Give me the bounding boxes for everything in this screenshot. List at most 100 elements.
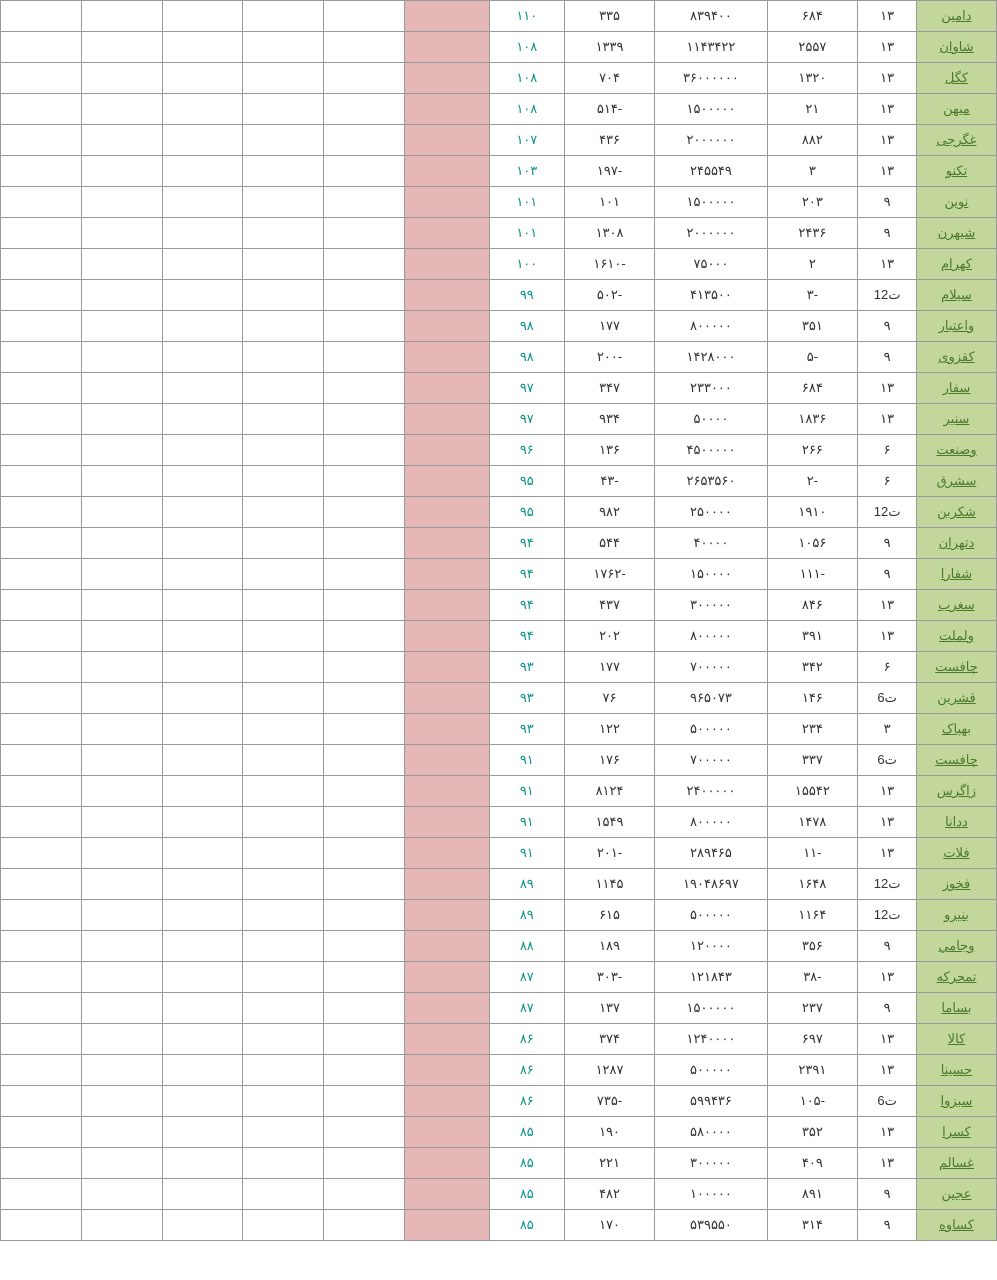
stock-link[interactable]: شیهرن (938, 225, 976, 240)
table-row: بساما۹۲۳۷۱۵۰۰۰۰۰۱۳۷۸۷ (1, 993, 997, 1024)
stock-link[interactable]: کگل (945, 70, 968, 85)
stock-link[interactable]: کساوه (939, 1217, 974, 1232)
stock-link[interactable]: غگرجی (936, 132, 976, 147)
stock-link[interactable]: سبزوا (941, 1093, 973, 1108)
stock-link[interactable]: چافست (935, 659, 978, 674)
stock-link[interactable]: فلات (943, 845, 969, 860)
empty-cell (323, 187, 404, 218)
stock-name-cell: شکربن (916, 497, 996, 528)
pink-cell (404, 962, 489, 993)
stock-link[interactable]: وصنعت (936, 442, 976, 457)
stock-link[interactable]: شاوان (939, 39, 973, 54)
empty-cell (81, 1117, 162, 1148)
empty-cell (323, 249, 404, 280)
pink-cell (404, 1, 489, 32)
empty-cell (323, 683, 404, 714)
empty-cell (243, 1179, 324, 1210)
empty-cell (323, 776, 404, 807)
stock-link[interactable]: سنیر (944, 411, 970, 426)
score-cell: ۱۰۰ (489, 249, 564, 280)
stock-link[interactable]: وجامي (938, 938, 974, 953)
empty-cell (162, 559, 243, 590)
stock-link[interactable]: عجین (941, 1186, 971, 1201)
empty-cell (323, 1086, 404, 1117)
val1-cell: ۱۵۵۴۲ (767, 776, 858, 807)
stock-link[interactable]: سشرق (937, 473, 977, 488)
stock-link[interactable]: نوین (945, 194, 969, 209)
empty-cell (1, 187, 82, 218)
empty-cell (323, 900, 404, 931)
val1-cell: -۳ (767, 280, 858, 311)
stock-link[interactable]: سفار (943, 380, 971, 395)
num-cell: ۱۳ (858, 1024, 917, 1055)
stock-link[interactable]: تمحرکه (937, 969, 977, 984)
val1-cell: ۱۱۶۴ (767, 900, 858, 931)
empty-cell (1, 900, 82, 931)
stock-name-cell: چافست (916, 745, 996, 776)
stock-link[interactable]: چافست (935, 752, 978, 767)
stock-name-cell: شفارا (916, 559, 996, 590)
stock-link[interactable]: کهرام (941, 256, 972, 271)
stock-name-cell: کساوه (916, 1210, 996, 1241)
val3-cell: ۴۸۲ (564, 1179, 655, 1210)
empty-cell (81, 559, 162, 590)
stock-link[interactable]: شکربن (937, 504, 976, 519)
table-row: دامین۱۳۶۸۴۸۳۹۴۰۰۳۳۵۱۱۰ (1, 1, 997, 32)
table-row: فلات۱۳-۱۱۲۸۹۴۶۵-۲۰۱۹۱ (1, 838, 997, 869)
val3-cell: ۱۷۷ (564, 652, 655, 683)
stock-name-cell: سشرق (916, 466, 996, 497)
stock-link[interactable]: کالا (948, 1031, 966, 1046)
score-cell: ۹۷ (489, 373, 564, 404)
val3-cell: ۱۳۰۸ (564, 218, 655, 249)
stock-link[interactable]: بهپاک (942, 721, 971, 736)
pink-cell (404, 745, 489, 776)
stock-link[interactable]: فخوز (943, 876, 971, 891)
stock-link[interactable]: سغرب (938, 597, 975, 612)
stock-name-cell: سفار (916, 373, 996, 404)
stock-link[interactable]: واعتبار (939, 318, 975, 333)
pink-cell (404, 342, 489, 373)
stock-link[interactable]: کسرا (942, 1124, 971, 1139)
stock-link[interactable]: غسالم (939, 1155, 974, 1170)
val1-cell: ۳۵۲ (767, 1117, 858, 1148)
empty-cell (323, 931, 404, 962)
empty-cell (243, 404, 324, 435)
empty-cell (1, 280, 82, 311)
empty-cell (243, 187, 324, 218)
empty-cell (162, 63, 243, 94)
stock-link[interactable]: بساما (941, 1000, 971, 1015)
stock-link[interactable]: ولملت (939, 628, 974, 643)
stock-link[interactable]: زاگرس (937, 783, 976, 798)
empty-cell (1, 342, 82, 373)
val3-cell: ۲۲۱ (564, 1148, 655, 1179)
stock-link[interactable]: سیلام (941, 287, 972, 302)
score-cell: ۸۷ (489, 993, 564, 1024)
num-cell: ۱۳ (858, 1148, 917, 1179)
val3-cell: -۱۹۷ (564, 156, 655, 187)
stock-link[interactable]: قشرین (937, 690, 976, 705)
stock-link[interactable]: کقزوی (938, 349, 974, 364)
table-row: شاوان۱۳۲۵۵۷۱۱۴۳۴۲۲۱۳۳۹۱۰۸ (1, 32, 997, 63)
pink-cell (404, 993, 489, 1024)
empty-cell (162, 249, 243, 280)
stock-link[interactable]: حسینا (941, 1062, 972, 1077)
pink-cell (404, 528, 489, 559)
stock-link[interactable]: شفارا (941, 566, 972, 581)
num-cell: ۱۳ (858, 94, 917, 125)
stock-name-cell: زاگرس (916, 776, 996, 807)
stock-name-cell: شاوان (916, 32, 996, 63)
empty-cell (1, 807, 82, 838)
stock-link[interactable]: ددانا (945, 814, 968, 829)
stock-link[interactable]: دامین (941, 8, 971, 23)
stock-link[interactable]: تکنو (946, 163, 967, 178)
stock-link[interactable]: دتهران (939, 535, 975, 550)
empty-cell (1, 1, 82, 32)
pink-cell (404, 1117, 489, 1148)
stock-name-cell: سیلام (916, 280, 996, 311)
empty-cell (162, 900, 243, 931)
empty-cell (162, 1055, 243, 1086)
empty-cell (162, 1117, 243, 1148)
val3-cell: ۱۹۰ (564, 1117, 655, 1148)
stock-link[interactable]: بنیرو (944, 907, 969, 922)
stock-link[interactable]: میهن (943, 101, 970, 116)
